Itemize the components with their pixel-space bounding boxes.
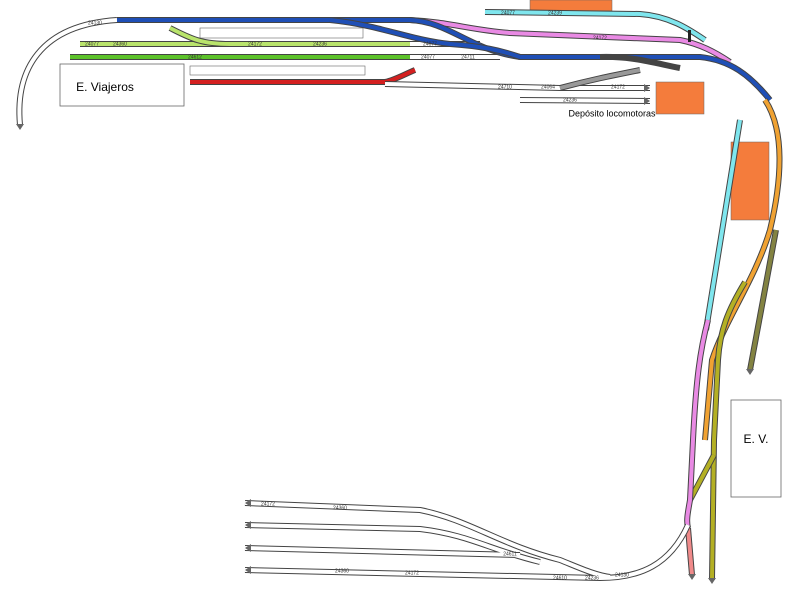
track-label: 24064 bbox=[541, 84, 555, 90]
track-label: 24360 bbox=[335, 568, 349, 574]
station-box bbox=[59, 63, 185, 107]
platform bbox=[199, 27, 364, 39]
track-label: 24239 bbox=[548, 10, 562, 16]
track bbox=[409, 18, 732, 64]
track-label: 24236 bbox=[585, 575, 599, 581]
depot-label: Depósito locomotoras bbox=[568, 108, 656, 118]
track-label: 24077 bbox=[85, 41, 99, 47]
track bbox=[244, 501, 690, 581]
track-label: 24172 bbox=[611, 84, 625, 90]
track bbox=[169, 26, 231, 46]
track-label: 24172 bbox=[405, 570, 419, 576]
track-label: 24360 bbox=[113, 41, 127, 47]
track-label: 24077 bbox=[423, 41, 437, 47]
track-label: 24236 bbox=[563, 97, 577, 103]
track-label: 24611 bbox=[503, 551, 517, 557]
track-label: 24077 bbox=[501, 10, 515, 16]
track bbox=[688, 454, 716, 501]
track-label: 24610 bbox=[553, 575, 567, 581]
track-label: 24236 bbox=[313, 41, 327, 47]
track bbox=[710, 280, 747, 581]
track bbox=[559, 68, 641, 90]
station-box bbox=[730, 399, 782, 498]
track-label: 24130 bbox=[88, 20, 102, 26]
building bbox=[655, 81, 705, 115]
track-label: 24710 bbox=[498, 84, 512, 90]
track-label: 24172 bbox=[261, 501, 275, 507]
labels: 24130 24077 24077 24360 24236 24172 2461… bbox=[76, 10, 768, 581]
station-label: E. V. bbox=[744, 432, 769, 446]
station-label: E. Viajeros bbox=[76, 80, 134, 94]
track-outline bbox=[599, 53, 681, 71]
tracks bbox=[16, 9, 783, 584]
track-label: 24612 bbox=[188, 54, 202, 60]
track bbox=[748, 229, 778, 371]
signal bbox=[688, 30, 691, 42]
track-label: 24172 bbox=[248, 41, 262, 47]
track-label: 24130 bbox=[615, 572, 629, 578]
track bbox=[686, 527, 694, 576]
track bbox=[329, 18, 521, 59]
platform bbox=[189, 65, 366, 76]
track bbox=[484, 10, 707, 42]
track bbox=[685, 319, 710, 529]
track bbox=[17, 18, 118, 126]
track bbox=[704, 119, 742, 331]
track-label: 24360 bbox=[333, 505, 347, 511]
track-label: 24077 bbox=[421, 54, 435, 60]
track-label: 24172 bbox=[593, 35, 607, 41]
building bbox=[529, 0, 613, 12]
track bbox=[190, 68, 416, 84]
track-label: 24711 bbox=[461, 54, 475, 60]
